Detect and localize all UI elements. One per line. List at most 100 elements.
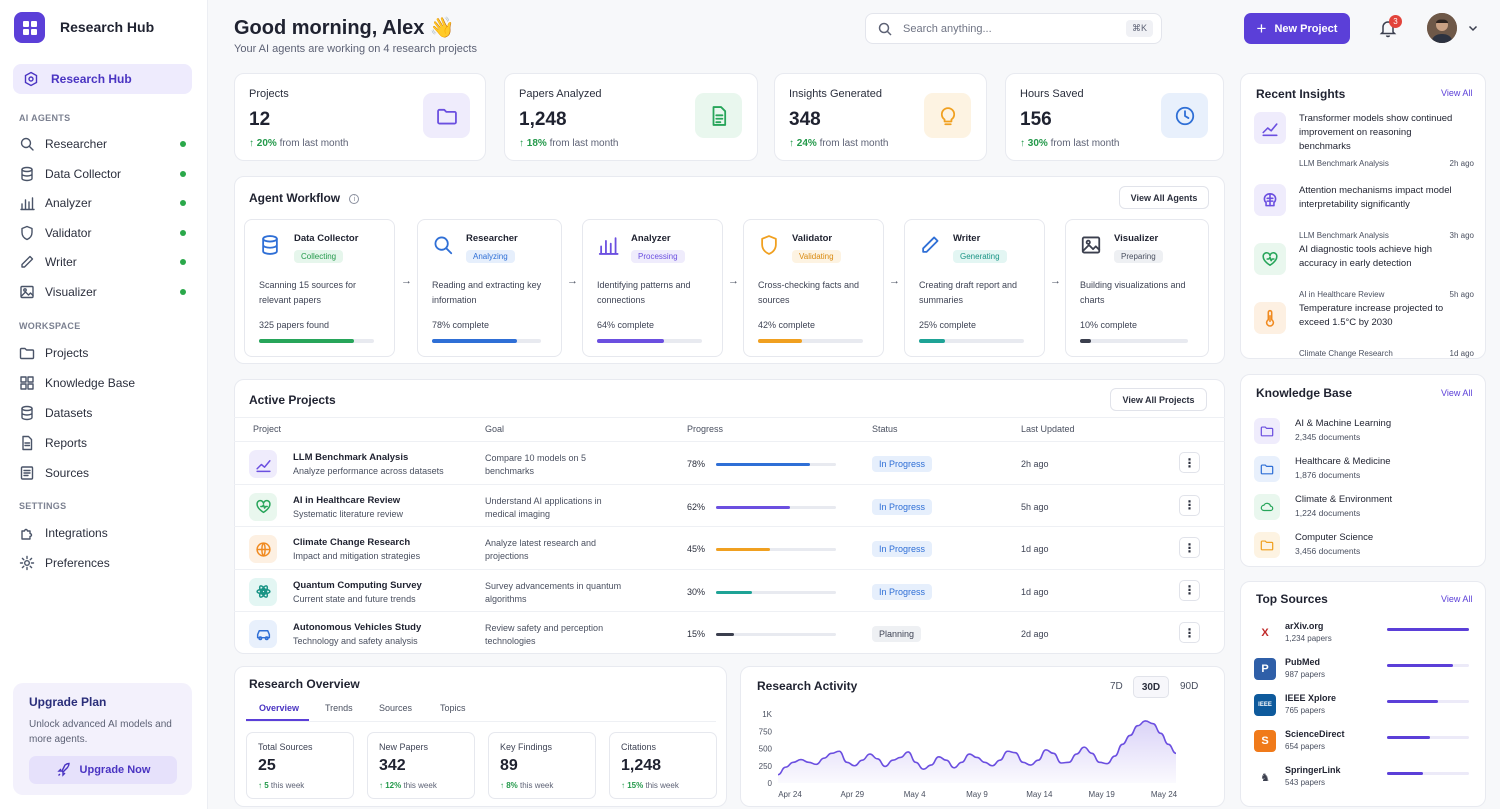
agent-card-writer[interactable]: Writer Generating Creating draft report …: [904, 219, 1045, 357]
app-logo[interactable]: [14, 12, 45, 43]
progress-fill: [716, 590, 752, 594]
sidebar-item-sources[interactable]: Sources: [19, 463, 189, 483]
upgrade-title: Upgrade Plan: [29, 695, 107, 709]
sidebar-item-writer[interactable]: Writer: [19, 252, 189, 272]
tab-overview[interactable]: Overview: [259, 703, 300, 713]
insight-time: 3h ago: [1449, 231, 1474, 240]
project-progress-percent: 45%: [687, 544, 706, 554]
agent-description: Scanning 15 sources for relevant papers: [259, 280, 357, 305]
sidebar-item-label: Integrations: [45, 526, 108, 540]
chevron-down-icon[interactable]: [1467, 22, 1479, 34]
sidebar-item-validator[interactable]: Validator: [19, 223, 189, 243]
agent-status-badge: Collecting: [294, 250, 344, 263]
sidebar-item-label: Knowledge Base: [45, 376, 136, 390]
sidebar-item-researcher[interactable]: Researcher: [19, 134, 189, 154]
table-row[interactable]: LLM Benchmark Analysis Analyze performan…: [234, 441, 1225, 484]
avatar[interactable]: [1427, 13, 1457, 43]
car-icon: [249, 620, 277, 648]
sidebar-item-data-collector[interactable]: Data Collector: [19, 164, 189, 184]
view-all-agents-button[interactable]: View All Agents: [1119, 186, 1209, 209]
table-row[interactable]: Quantum Computing Survey Current state a…: [234, 568, 1225, 612]
shield-icon: [758, 234, 780, 256]
agent-progress-bar: [259, 339, 374, 343]
table-row[interactable]: Climate Change Research Impact and mitig…: [234, 526, 1225, 569]
sidebar-item-research-hub[interactable]: Research Hub: [13, 64, 192, 94]
agent-status-badge: Preparing: [1114, 250, 1163, 263]
source-item[interactable]: X arXiv.org 1,234 papers: [1254, 620, 1474, 650]
x-tick-label: May 4: [904, 790, 926, 799]
stat-label: Projects: [249, 88, 289, 100]
sidebar-item-knowledge-base[interactable]: Knowledge Base: [19, 373, 189, 393]
knowledge-item[interactable]: AI & Machine Learning 2,345 documents: [1254, 416, 1474, 446]
range-90d[interactable]: 90D: [1180, 681, 1199, 692]
database-icon: [19, 166, 35, 182]
source-item[interactable]: ♞ SpringerLink 543 papers: [1254, 764, 1474, 794]
view-all-projects-button[interactable]: View All Projects: [1110, 388, 1207, 411]
sidebar-item-visualizer[interactable]: Visualizer: [19, 282, 189, 302]
agent-card-researcher[interactable]: Researcher Analyzing Reading and extract…: [417, 219, 562, 357]
project-subtitle: Impact and mitigation strategies: [293, 551, 421, 561]
more-options-button[interactable]: ⋮: [1179, 579, 1200, 601]
agent-card-analyzer[interactable]: Analyzer Processing Identifying patterns…: [582, 219, 723, 357]
knowledge-item[interactable]: Climate & Environment 1,224 documents: [1254, 492, 1474, 522]
table-row[interactable]: Autonomous Vehicles Study Technology and…: [234, 611, 1225, 654]
agent-card-data-collector[interactable]: Data Collector Collecting Scanning 15 so…: [244, 219, 395, 357]
view-all-insights-link[interactable]: View All: [1441, 88, 1473, 98]
sidebar-item-datasets[interactable]: Datasets: [19, 403, 189, 423]
insight-time: 2h ago: [1449, 159, 1474, 168]
progress-fill: [716, 505, 790, 509]
sidebar-item-projects[interactable]: Projects: [19, 343, 189, 363]
sidebar-item-label: Writer: [45, 255, 77, 270]
project-name: LLM Benchmark Analysis: [293, 452, 409, 463]
research-activity-chart: 0 250 500 750 1K Apr 24 Apr 29 May 4 May 9 May 14…: [759, 710, 1178, 799]
tab-sources[interactable]: Sources: [379, 703, 413, 713]
stat-value: 12: [249, 109, 271, 130]
more-options-button[interactable]: ⋮: [1179, 452, 1200, 473]
sidebar-item-integrations[interactable]: Integrations: [19, 523, 189, 543]
search-icon: [877, 21, 893, 37]
agent-workflow-title: Agent Workflow i: [249, 191, 360, 205]
project-subtitle: Technology and safety analysis: [293, 636, 418, 646]
view-all-sources-link[interactable]: View All: [1441, 594, 1473, 604]
insight-time: 5h ago: [1449, 290, 1474, 299]
sidebar-item-reports[interactable]: Reports: [19, 433, 189, 453]
range-30d[interactable]: 30D: [1133, 676, 1169, 698]
upgrade-now-button[interactable]: Upgrade Now: [29, 756, 177, 784]
range-7d[interactable]: 7D: [1110, 681, 1123, 692]
agent-card-visualizer[interactable]: Visualizer Preparing Building visualizat…: [1065, 219, 1209, 357]
more-options-button[interactable]: ⋮: [1179, 622, 1200, 643]
more-options-button[interactable]: ⋮: [1179, 537, 1200, 558]
stat-label: Papers Analyzed: [519, 88, 602, 100]
new-project-button[interactable]: + New Project: [1244, 13, 1350, 44]
knowledge-item[interactable]: Healthcare & Medicine 1,876 documents: [1254, 454, 1474, 484]
sidebar-item-analyzer[interactable]: Analyzer: [19, 193, 189, 213]
knowledge-item[interactable]: Computer Science 3,456 documents: [1254, 530, 1474, 560]
agent-card-validator[interactable]: Validator Validating Cross-checking fact…: [743, 219, 884, 357]
status-badge: In Progress: [872, 498, 933, 515]
tab-topics[interactable]: Topics: [440, 703, 466, 713]
overview-card-total-sources: Total Sources 25 ↑ 5 this week: [246, 732, 354, 799]
folder-icon: [19, 345, 35, 361]
source-item[interactable]: IEEE IEEE Xplore 765 papers: [1254, 692, 1474, 722]
pen-icon: [919, 234, 941, 256]
more-options-button[interactable]: ⋮: [1179, 494, 1200, 516]
source-item[interactable]: S ScienceDirect 654 papers: [1254, 728, 1474, 758]
last-updated: 2d ago: [1021, 629, 1049, 639]
overview-card-citations: Citations 1,248 ↑ 15% this week: [609, 732, 717, 799]
agent-description: Identifying patterns and connections: [597, 280, 691, 305]
source-item[interactable]: P PubMed 987 papers: [1254, 656, 1474, 686]
agent-name: Data Collector: [294, 233, 359, 244]
sidebar-item-preferences[interactable]: Preferences: [19, 553, 189, 573]
table-row[interactable]: AI in Healthcare Review Systematic liter…: [234, 483, 1225, 527]
tab-trends[interactable]: Trends: [325, 703, 353, 713]
info-icon[interactable]: i: [349, 193, 360, 204]
recent-insights-title: Recent Insights: [1256, 87, 1346, 101]
view-all-knowledge-link[interactable]: View All: [1441, 388, 1473, 398]
database-icon: [19, 405, 35, 421]
knowledge-name: AI & Machine Learning: [1295, 418, 1392, 429]
x-tick-label: Apr 29: [841, 790, 865, 799]
stat-change: ↑ 30% from last month: [1020, 138, 1120, 149]
column-header-project: Project: [253, 424, 282, 434]
up-arrow-icon: ↑: [249, 138, 254, 149]
search-input[interactable]: Search anything... ⌘K: [865, 13, 1162, 44]
